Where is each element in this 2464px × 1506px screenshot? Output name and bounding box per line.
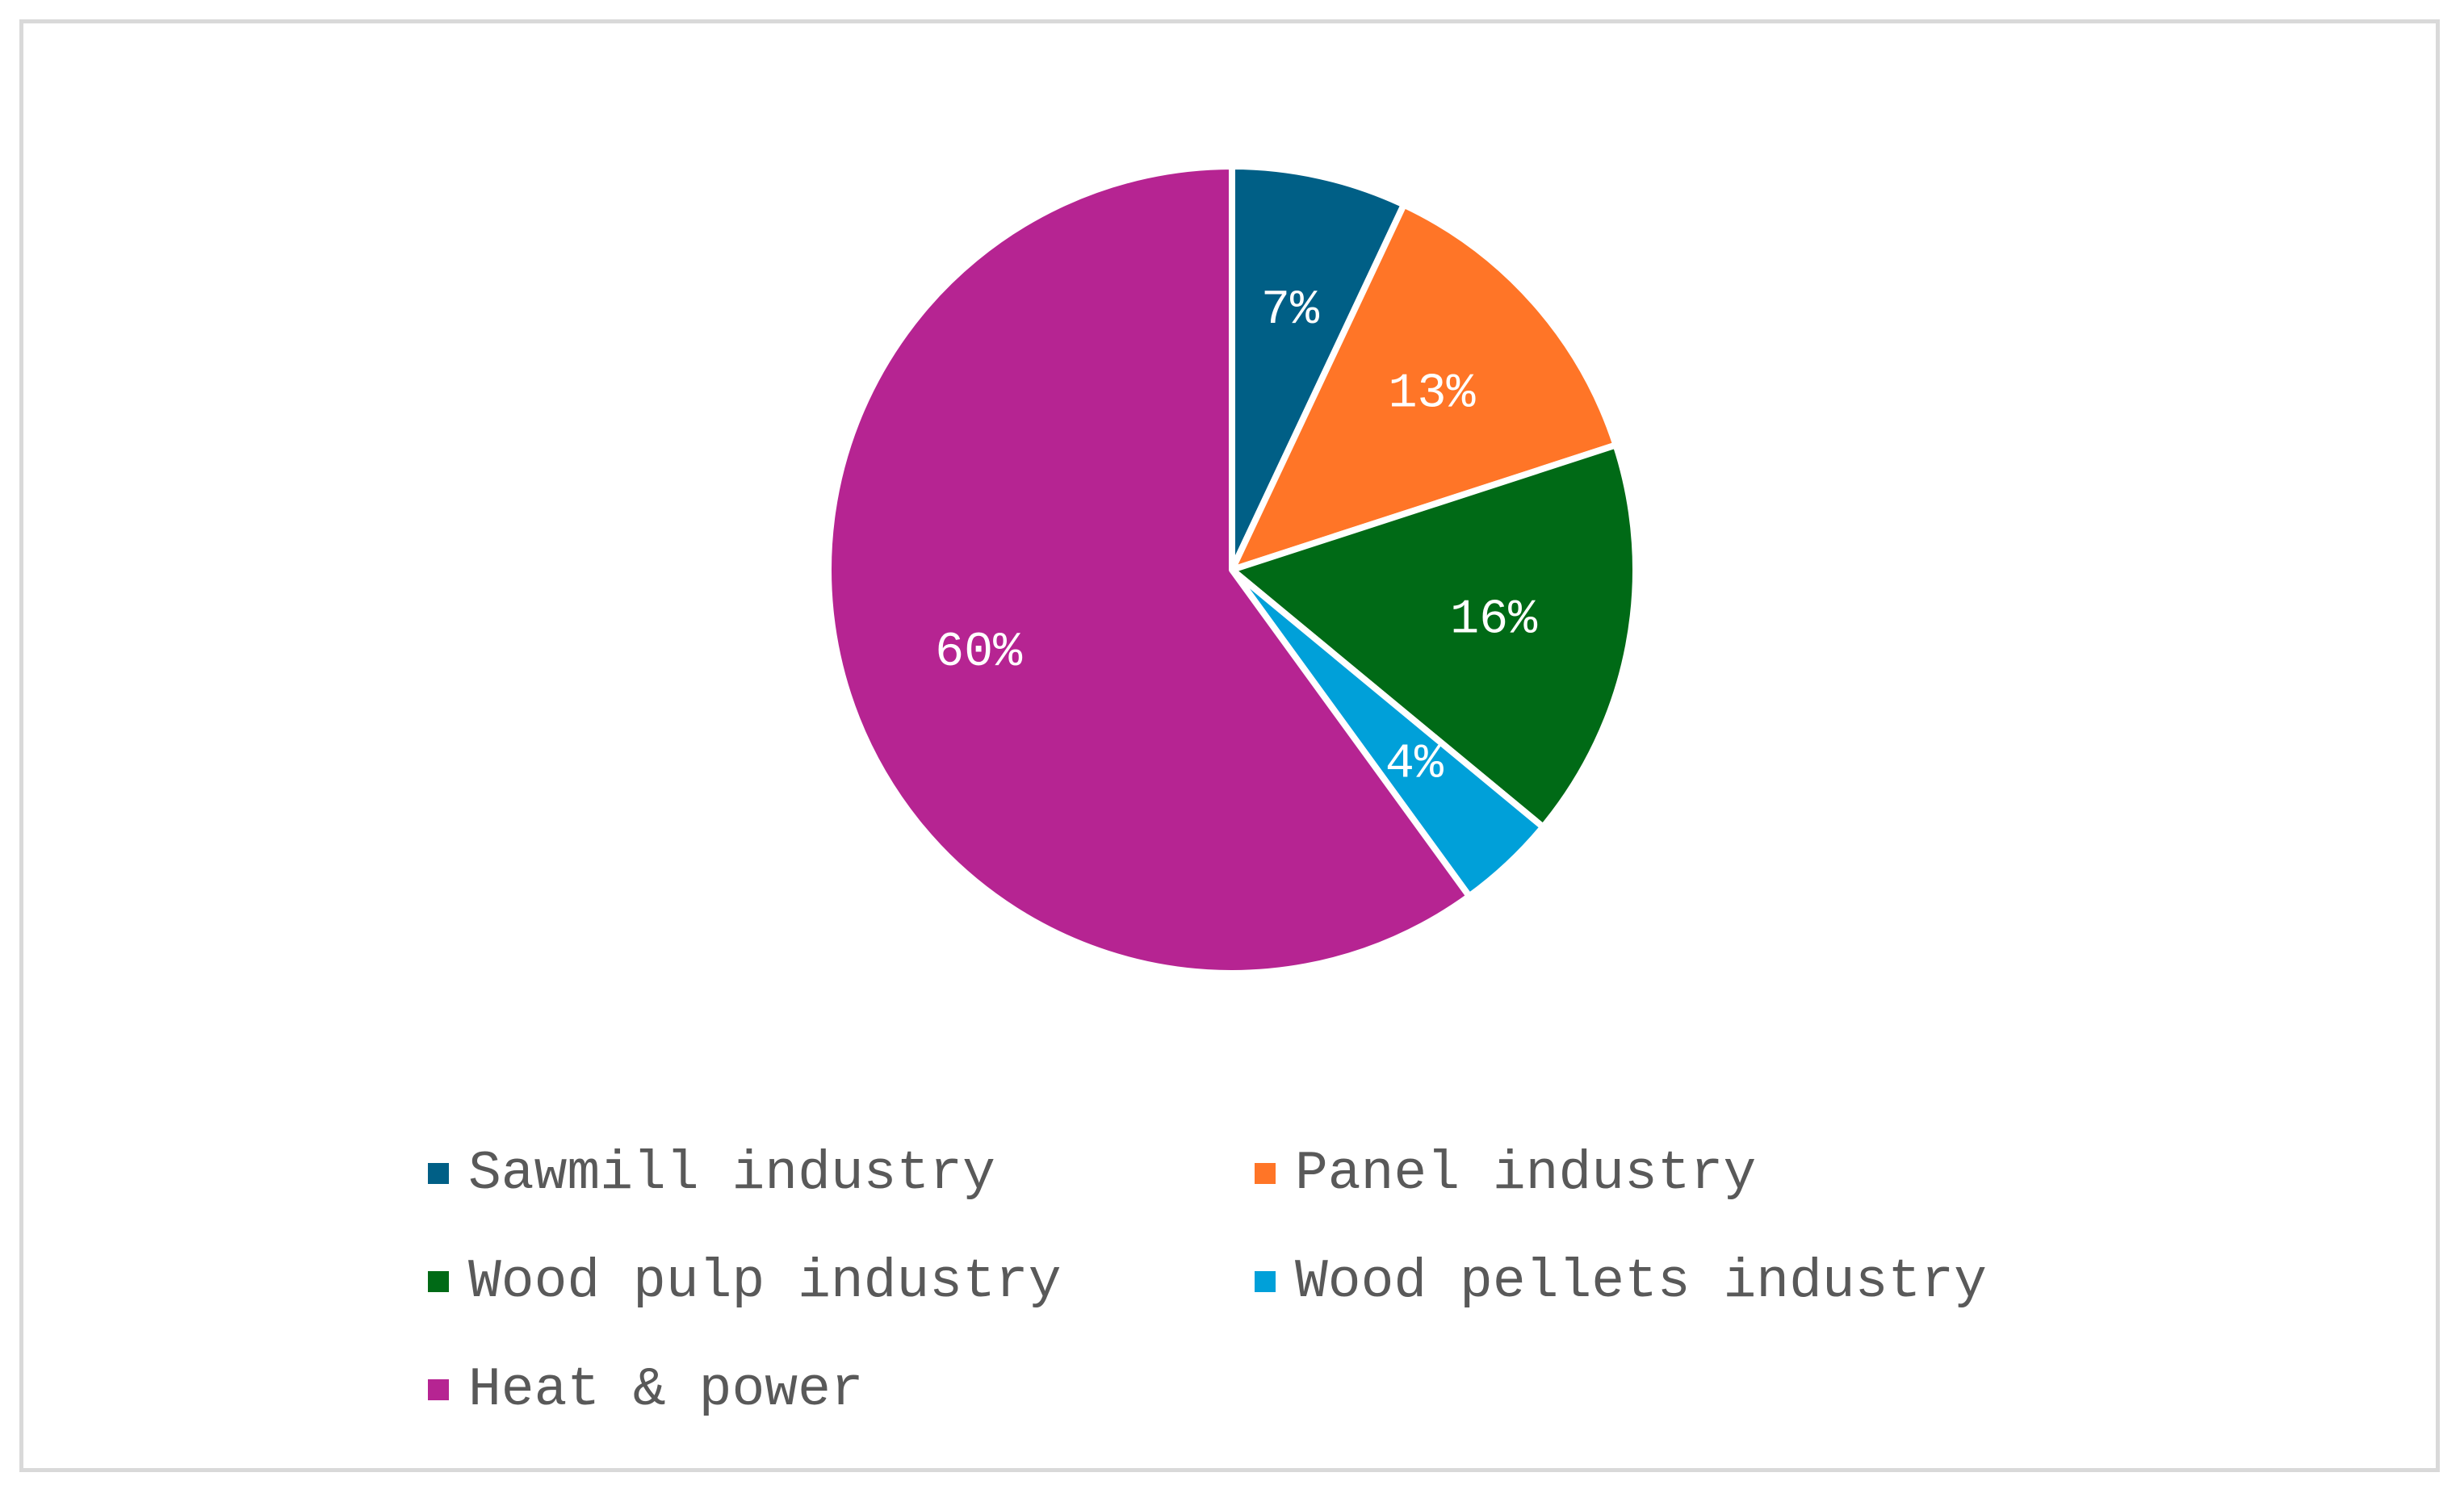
pie-slices: [825, 163, 1639, 977]
pie-labels: 7% 13% 16% 4% 60%: [935, 283, 1538, 793]
legend-item-wood-pulp-industry: Wood pulp industry: [428, 1249, 1062, 1314]
legend-label: Heat & power: [468, 1358, 864, 1421]
legend-label: Wood pellets industry: [1295, 1250, 1987, 1313]
legend-swatch-panel-industry: [1255, 1163, 1276, 1184]
legend-swatch-sawmill-industry: [428, 1163, 449, 1184]
legend-item-panel-industry: Panel industry: [1255, 1141, 1756, 1206]
legend-swatch-heat-and-power: [428, 1379, 449, 1400]
pie-slice-panel-industry: [1229, 201, 1620, 573]
data-label-wood-pulp-industry: 16%: [1450, 593, 1538, 648]
legend-item-sawmill-industry: Sawmill industry: [428, 1141, 995, 1206]
legend-label: Panel industry: [1295, 1142, 1757, 1205]
data-label-heat-and-power: 60%: [935, 625, 1023, 680]
legend-swatch-wood-pulp-industry: [428, 1271, 449, 1292]
pie-slice-sawmill-industry: [1229, 163, 1407, 573]
data-label-wood-pellets-industry: 4%: [1385, 737, 1444, 792]
pie-slice-wood-pulp-industry: [1229, 441, 1639, 830]
legend-swatch-wood-pellets-industry: [1255, 1271, 1276, 1292]
legend-item-heat-and-power: Heat & power: [428, 1357, 864, 1422]
pie-slice-heat-and-power: [825, 163, 1473, 977]
legend-item-wood-pellets-industry: Wood pellets industry: [1255, 1249, 1987, 1314]
data-label-panel-industry: 13%: [1389, 367, 1477, 422]
data-label-sawmill-industry: 7%: [1261, 283, 1320, 338]
legend-label: Sawmill industry: [468, 1142, 995, 1205]
legend-label: Wood pulp industry: [468, 1250, 1062, 1313]
